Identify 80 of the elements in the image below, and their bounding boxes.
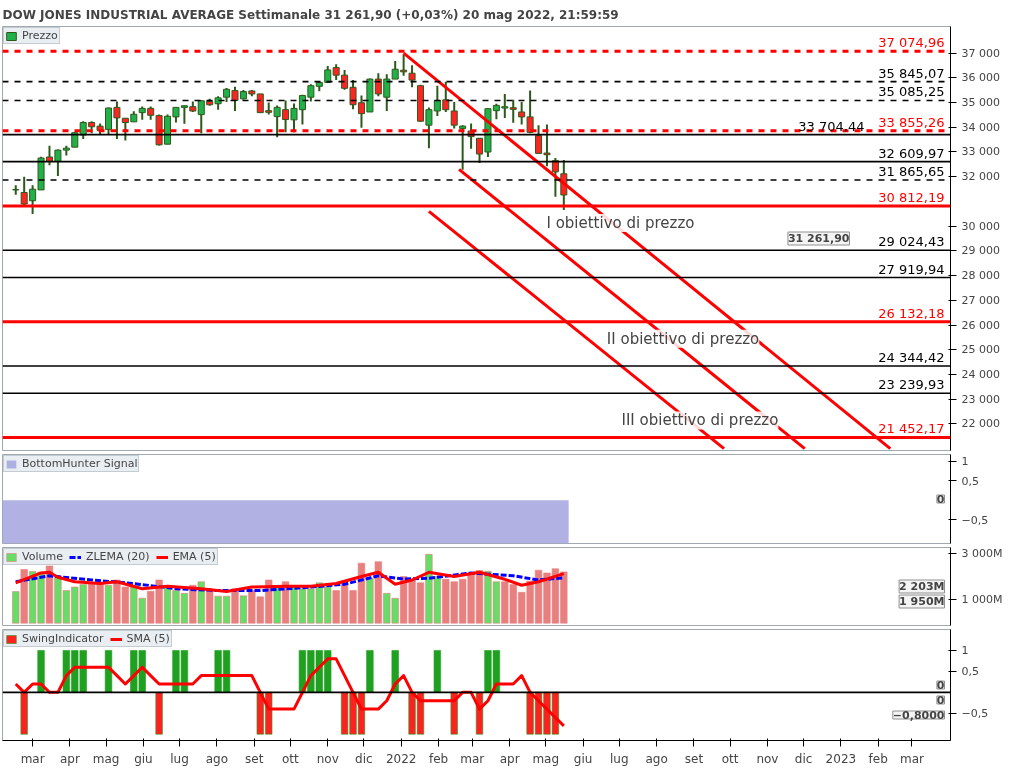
x-tick-label: giu <box>134 751 153 766</box>
ref-line-label: 37 074,96 <box>878 35 945 51</box>
y-tick-label: 23 000 <box>961 392 1000 406</box>
annotation: 0 <box>936 694 945 707</box>
annotation: −0,8000 <box>892 709 945 722</box>
legend-label: EMA (5) <box>172 550 216 563</box>
legend-label: SwingIndicator <box>22 632 104 645</box>
x-tick-label: feb <box>868 751 888 766</box>
ref-line-label: 35 845,07 <box>878 65 945 81</box>
annotation: I obiettivo di prezzo <box>546 214 695 233</box>
x-tick-label: dic <box>355 751 373 766</box>
x-tick-label: ago <box>645 751 668 766</box>
x-tick-label: giu <box>573 751 593 766</box>
ref-line-label: 24 344,42 <box>878 349 945 365</box>
x-tick-label: apr <box>499 751 520 766</box>
ref-line-label: 31 865,65 <box>878 164 945 180</box>
x-tick-label: 2023 <box>825 751 857 766</box>
x-tick-label: set <box>245 751 264 766</box>
x-tick-label: apr <box>60 751 80 766</box>
ref-line-label: 35 085,25 <box>878 84 945 100</box>
y-tick-label: 1 <box>961 644 969 658</box>
ref-line-label: 23 239,93 <box>878 377 945 393</box>
x-tick-label: set <box>684 751 704 766</box>
legend-label: SMA (5) <box>126 632 170 645</box>
y-tick-label: −0,5 <box>961 513 989 527</box>
x-tick-label: ott <box>282 751 300 766</box>
ref-line-label: 26 132,18 <box>878 305 945 321</box>
legend-label: Volume <box>22 550 63 563</box>
x-tick-label: feb <box>428 751 449 766</box>
y-tick-label: 35 000 <box>961 96 1000 110</box>
y-tick-label: 27 000 <box>961 293 1000 307</box>
annotation: III obiettivo di prezzo <box>621 411 779 430</box>
x-tick-label: nov <box>756 751 779 766</box>
y-tick-label: 22 000 <box>961 417 1000 431</box>
y-tick-label: 0,5 <box>961 665 979 679</box>
annotation: 0 <box>936 679 945 692</box>
ref-line-label: 30 812,19 <box>878 190 945 206</box>
y-tick-label: 36 000 <box>961 71 1000 85</box>
y-tick-label: 3 000M <box>961 546 1003 560</box>
y-tick-label: 29 000 <box>961 244 1000 258</box>
y-tick-label: 1 <box>961 455 969 469</box>
y-tick-label: −0,5 <box>961 707 989 721</box>
ref-line-label: 32 609,97 <box>878 145 945 161</box>
legend-label: BottomHunter Signal <box>22 457 138 470</box>
x-tick-label: ott <box>721 751 739 766</box>
ref-line-label: 33 855,26 <box>878 114 945 130</box>
y-tick-label: 0,5 <box>961 474 979 488</box>
legend-label: ZLEMA (20) <box>85 550 150 563</box>
annotation: II obiettivo di prezzo <box>606 329 760 348</box>
ref-line-label: 33 704,44 <box>798 118 865 134</box>
chart-title: DOW JONES INDUSTRIAL AVERAGE Settimanale 31 261,90 (+0,03%) 20 mag 2022, 21:59:59 <box>2 7 619 22</box>
annotation: 31 261,90 <box>787 232 850 245</box>
y-tick-label: 32 000 <box>961 170 1000 184</box>
legend-label: Prezzo <box>22 29 58 42</box>
x-tick-label: mag <box>92 751 120 766</box>
annotation: 2 203M <box>899 580 945 593</box>
y-tick-label: 25 000 <box>961 343 1000 357</box>
y-tick-label: 28 000 <box>961 269 1000 283</box>
x-tick-label: ago <box>205 751 229 766</box>
annotation: 0 <box>936 493 945 506</box>
ref-line-label: 27 919,94 <box>878 261 945 277</box>
x-tick-label: mag <box>532 751 560 766</box>
x-tick-label: nov <box>316 751 339 766</box>
y-tick-label: 30 000 <box>961 219 1000 233</box>
ref-line-label: 21 452,17 <box>878 421 945 437</box>
x-tick-label: mar <box>899 751 925 766</box>
x-tick-label: mar <box>460 751 485 766</box>
y-tick-label: 33 000 <box>961 145 1000 159</box>
x-tick-label: mar <box>20 751 45 766</box>
annotation: 1 950M <box>899 595 945 608</box>
x-tick-label: lug <box>609 751 629 766</box>
y-tick-label: 26 000 <box>961 318 1000 332</box>
x-tick-label: dic <box>794 751 813 766</box>
x-tick-label: lug <box>170 751 189 766</box>
y-tick-label: 37 000 <box>961 46 1000 60</box>
y-tick-label: 34 000 <box>961 120 1000 134</box>
y-tick-label: 24 000 <box>961 367 1000 381</box>
ref-line-label: 29 024,43 <box>878 234 945 250</box>
x-tick-label: 2022 <box>385 751 417 766</box>
y-tick-label: 1 000M <box>961 593 1003 607</box>
